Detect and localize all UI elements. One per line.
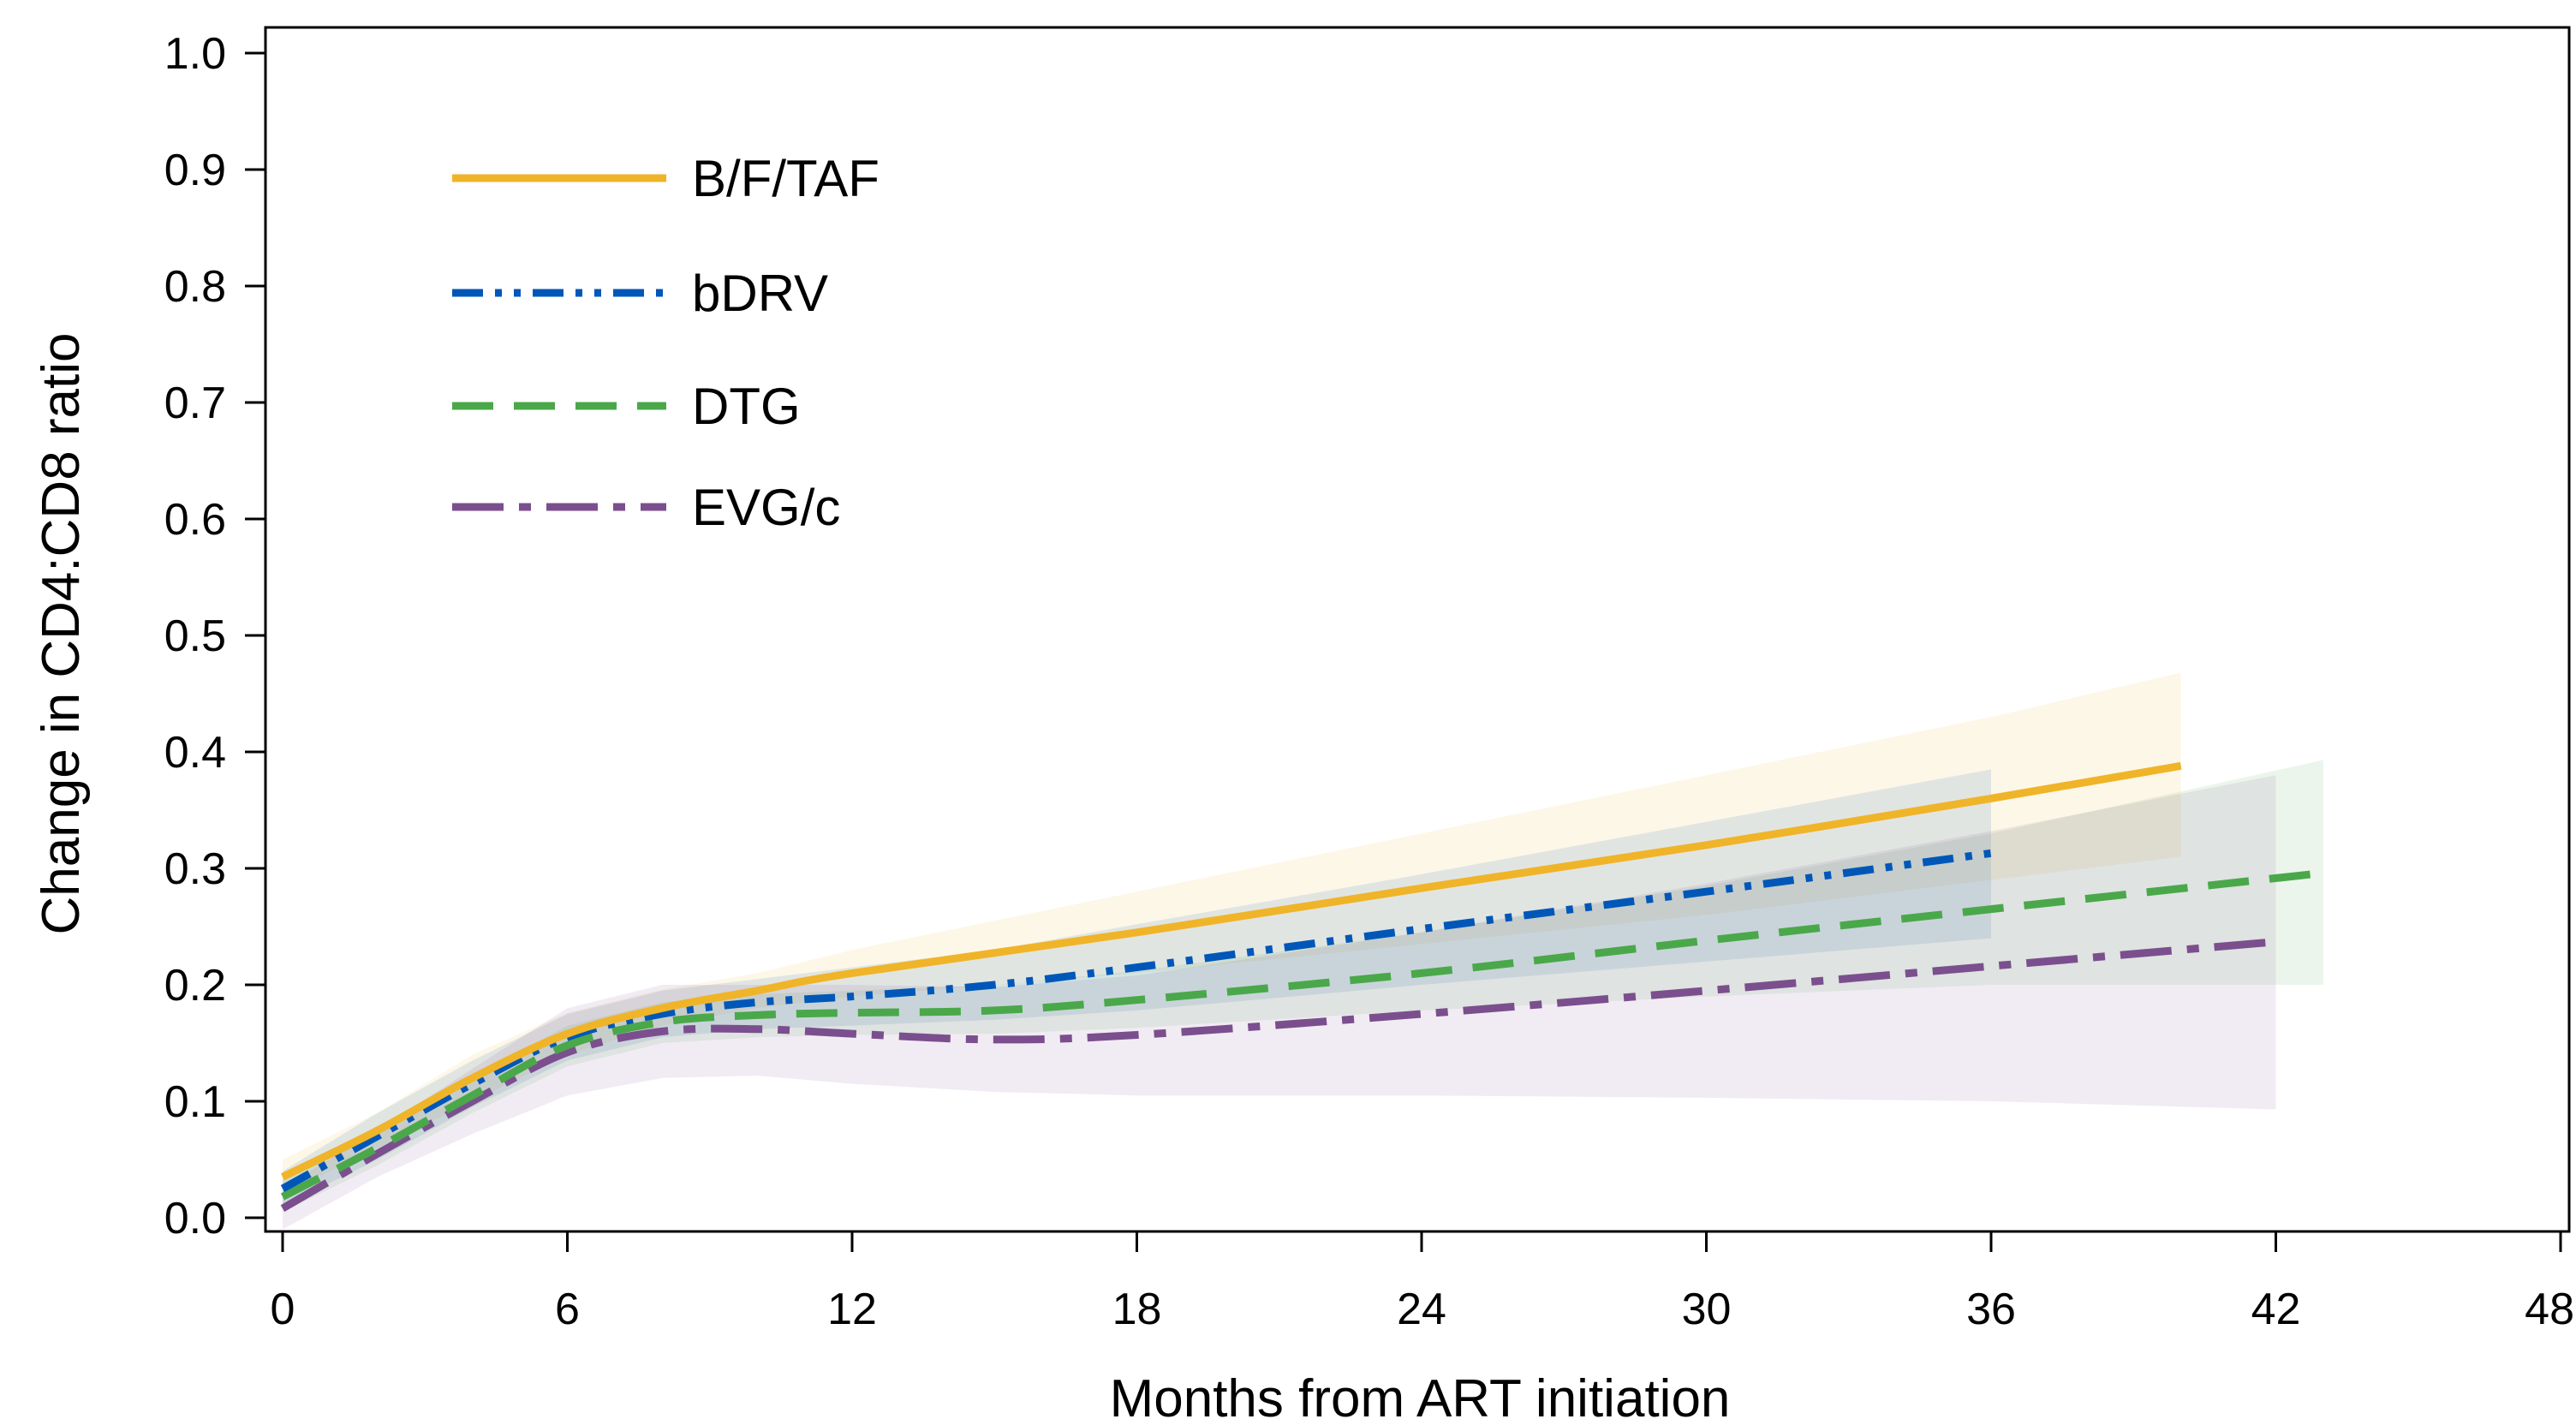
legend: B/F/TAF bDRV DTG EVG/c — [452, 150, 880, 536]
series-line-dtg — [280, 868, 2324, 1201]
y-tick-label: 0.9 — [164, 146, 226, 195]
x-tick-label: 24 — [1397, 1285, 1446, 1334]
y-tick-label: 0.6 — [164, 495, 226, 545]
plot-frame — [264, 26, 2571, 1233]
y-tick-label: 0.5 — [164, 611, 226, 661]
x-axis-title: Months from ART initiation — [1110, 1369, 1731, 1425]
y-axis-ticks: 0.0 0.1 0.2 0.3 0.4 0.5 0.6 0.7 0.8 0.9 1.0 — [164, 29, 265, 1243]
axes — [264, 26, 2571, 1233]
x-tick-label: 48 — [2525, 1285, 2574, 1334]
x-axis-ticks: 0 6 12 18 24 30 36 42 48 — [271, 1231, 2574, 1334]
x-tick-label: 12 — [827, 1285, 877, 1334]
y-tick-label: 0.4 — [164, 728, 226, 778]
series-line-bdrv — [280, 849, 1992, 1192]
x-tick-label: 42 — [2251, 1285, 2301, 1334]
y-tick-label: 0.2 — [164, 961, 226, 1011]
y-tick-label: 0.8 — [164, 262, 226, 312]
y-tick-label: 1.0 — [164, 29, 226, 79]
confidence-band-b-f-taf — [283, 672, 2181, 1195]
y-tick-label: 0.1 — [164, 1077, 226, 1127]
legend-label-b-f-taf: B/F/TAF — [692, 150, 880, 207]
legend-label-dtg: DTG — [692, 378, 801, 435]
legend-label-evg-c: EVG/c — [692, 479, 840, 536]
series-line-b-f-taf — [281, 761, 2182, 1181]
y-tick-label: 0.0 — [164, 1194, 226, 1243]
confidence-band-bdrv — [283, 769, 1991, 1207]
x-tick-label: 18 — [1112, 1285, 1162, 1334]
x-tick-label: 6 — [555, 1285, 580, 1334]
confidence-band-evg-c — [283, 775, 2276, 1230]
y-axis-title: Change in CD4:CD8 ratio — [32, 332, 91, 934]
legend-label-bdrv: bDRV — [692, 265, 828, 322]
series-line-evg-c — [280, 938, 2276, 1213]
x-tick-label: 36 — [1966, 1285, 2016, 1334]
x-tick-label: 30 — [1682, 1285, 1732, 1334]
y-tick-label: 0.7 — [164, 379, 226, 428]
y-tick-label: 0.3 — [164, 844, 226, 894]
x-tick-label: 0 — [271, 1285, 295, 1334]
series-lines — [280, 761, 2324, 1213]
